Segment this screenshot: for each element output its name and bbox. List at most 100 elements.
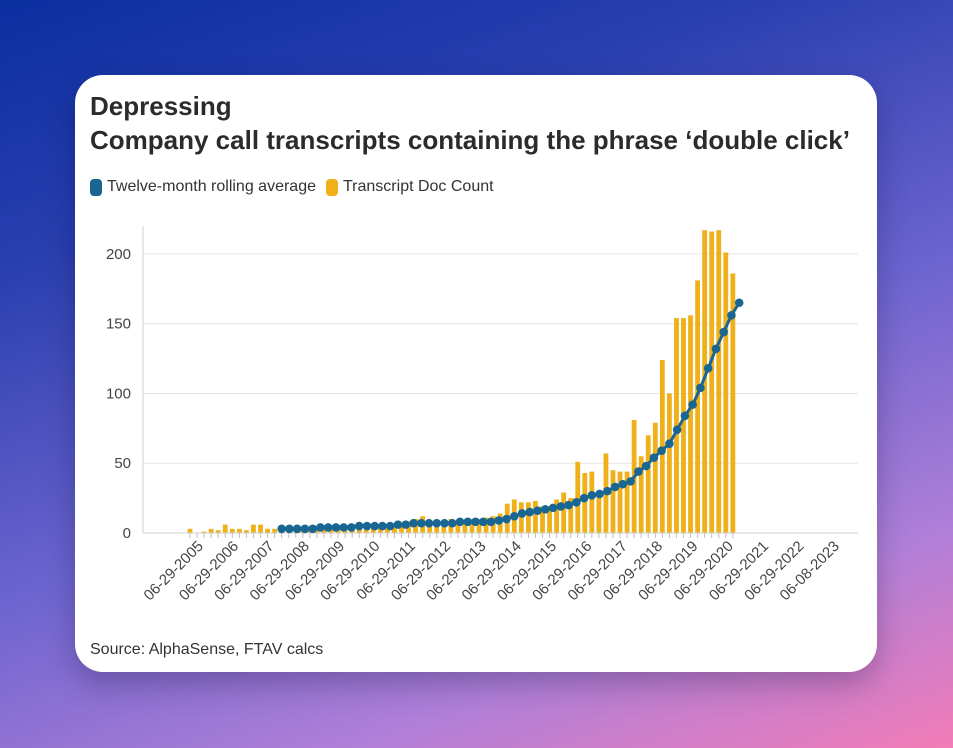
rolling-average-point [300, 524, 310, 534]
rolling-average-point [603, 486, 612, 496]
bar [455, 520, 461, 533]
chart-title: Depressing [90, 91, 232, 121]
bar [251, 524, 256, 533]
bar [645, 435, 651, 533]
rolling-average-point [618, 479, 628, 489]
bar [652, 422, 658, 533]
rolling-average-point [463, 517, 473, 527]
legend-label-doc-count: Transcript Doc Count [343, 178, 494, 195]
rolling-average-point [409, 518, 418, 528]
rolling-average-point [533, 506, 542, 515]
bar [561, 492, 567, 533]
bar [667, 393, 672, 533]
rolling-average-point [734, 298, 744, 308]
bar [265, 528, 270, 533]
bar [702, 230, 708, 533]
rolling-average-point [719, 327, 728, 337]
rolling-average-point [517, 509, 527, 518]
rolling-average-point [440, 518, 449, 528]
bar [533, 500, 538, 533]
legend-swatch-rolling-average [90, 178, 102, 196]
legend-item-doc-count: Transcript Doc Count [326, 178, 494, 196]
rolling-average-point [277, 524, 286, 534]
rolling-average-point [672, 425, 682, 435]
bar [617, 471, 623, 533]
y-tick-label: 150 [106, 316, 131, 333]
bar [688, 315, 693, 533]
rolling-average-point [316, 523, 325, 532]
rolling-average-point [510, 511, 519, 521]
rolling-average-point [680, 411, 690, 421]
bar [483, 517, 489, 533]
rolling-average-point [478, 517, 488, 527]
bar [730, 273, 736, 533]
rolling-average-point [572, 498, 581, 507]
rolling-average-point [378, 521, 387, 531]
bar [392, 524, 397, 533]
y-tick-label: 100 [106, 385, 131, 402]
rolling-average-point [362, 521, 372, 531]
y-tick-label: 200 [106, 246, 131, 263]
bar [547, 509, 552, 533]
rolling-average-point [649, 453, 659, 462]
rolling-average-point [727, 311, 736, 320]
bar [272, 528, 277, 533]
rolling-average-point [541, 504, 550, 514]
bar [582, 472, 588, 533]
bar [476, 519, 482, 533]
bar [589, 471, 595, 533]
rolling-average-point [308, 524, 317, 534]
rolling-average-point [471, 517, 480, 527]
rolling-average-point [486, 517, 496, 527]
rolling-average-point [703, 364, 713, 373]
bar [723, 252, 729, 533]
legend-swatch-doc-count [326, 178, 338, 196]
bar [695, 280, 700, 533]
bar [314, 528, 320, 533]
rolling-average-point [665, 439, 674, 448]
bar [399, 523, 404, 533]
bar [222, 524, 228, 533]
bar [610, 470, 616, 533]
bar [208, 528, 214, 533]
legend-label-rolling-average: Twelve-month rolling average [107, 178, 316, 195]
rolling-average-point [657, 446, 666, 455]
rolling-average-point [579, 493, 589, 503]
bar [187, 528, 193, 533]
rolling-average-point [455, 517, 465, 527]
bar [540, 506, 545, 533]
rolling-average-point [370, 521, 380, 531]
rolling-average-point [432, 518, 442, 528]
rolling-average-point [401, 520, 411, 529]
bar [596, 495, 602, 533]
rolling-average-point [711, 344, 721, 354]
rolling-average-point [502, 514, 511, 524]
bar [638, 456, 644, 533]
rolling-average-point [347, 523, 356, 532]
bar [462, 520, 468, 533]
rolling-average-point [331, 523, 341, 532]
rolling-average-point [556, 502, 566, 511]
bar [709, 231, 715, 533]
rolling-average-point [548, 503, 558, 513]
bar [554, 499, 559, 533]
bar [624, 471, 630, 533]
rolling-average-point [385, 521, 395, 531]
bar [321, 527, 327, 533]
rolling-average-point [285, 524, 294, 534]
chart-card: Depressing Company call transcripts cont… [75, 75, 877, 672]
rolling-average-point [610, 482, 620, 492]
y-tick-label: 50 [114, 455, 131, 472]
bar [469, 519, 475, 533]
rolling-average-point [688, 400, 697, 409]
chart-subtitle: Company call transcripts containing the … [90, 125, 850, 155]
rolling-average-point [323, 523, 333, 532]
rolling-average-point [587, 491, 597, 500]
bar [258, 524, 263, 533]
chart-plot: 05010015020006-29-200506-29-200606-29-20… [106, 226, 858, 604]
rolling-average-point [525, 507, 535, 517]
bar [201, 531, 207, 533]
rolling-average-point [595, 489, 604, 499]
rolling-average-point [339, 523, 348, 532]
source-note: Source: AlphaSense, FTAV calcs [90, 641, 324, 658]
